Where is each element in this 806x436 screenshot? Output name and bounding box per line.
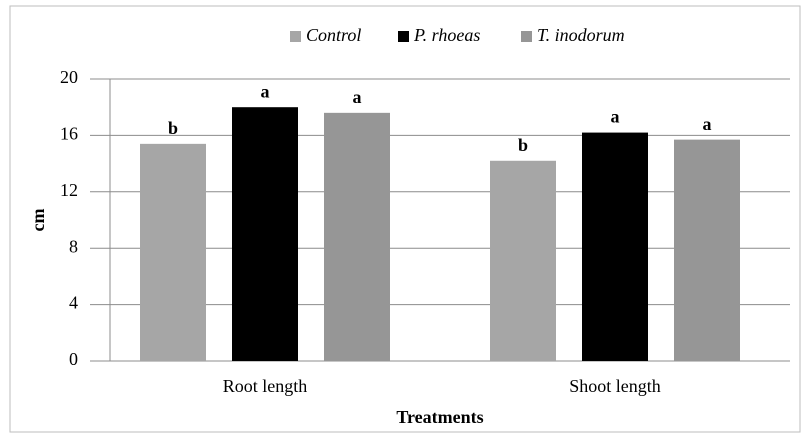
bar — [490, 160, 556, 361]
legend-label: P. rhoeas — [413, 25, 480, 45]
legend-label: T. inodorum — [537, 25, 625, 45]
significance-letter: a — [611, 107, 620, 127]
significance-letter: b — [168, 118, 178, 138]
bar — [324, 112, 390, 361]
significance-letter: a — [353, 87, 362, 107]
y-tick-label: 16 — [60, 124, 78, 144]
bar — [232, 107, 298, 361]
bar — [582, 132, 648, 361]
y-axis-label: cm — [28, 209, 48, 232]
significance-letter: a — [261, 81, 270, 101]
y-tick-label: 8 — [69, 236, 78, 256]
legend-label: Control — [306, 25, 361, 45]
legend-swatch — [398, 31, 409, 42]
y-tick-label: 12 — [60, 180, 78, 200]
y-tick-label: 20 — [60, 67, 78, 87]
y-tick-label: 0 — [69, 349, 78, 369]
bar — [140, 143, 206, 361]
x-tick-label: Shoot length — [569, 376, 661, 396]
x-tick-label: Root length — [223, 376, 308, 396]
significance-letter: a — [703, 114, 712, 134]
bar — [674, 139, 740, 361]
x-axis-label: Treatments — [396, 407, 483, 427]
legend-swatch — [290, 31, 301, 42]
y-tick-label: 4 — [69, 293, 78, 313]
significance-letter: b — [518, 135, 528, 155]
legend-swatch — [521, 31, 532, 42]
